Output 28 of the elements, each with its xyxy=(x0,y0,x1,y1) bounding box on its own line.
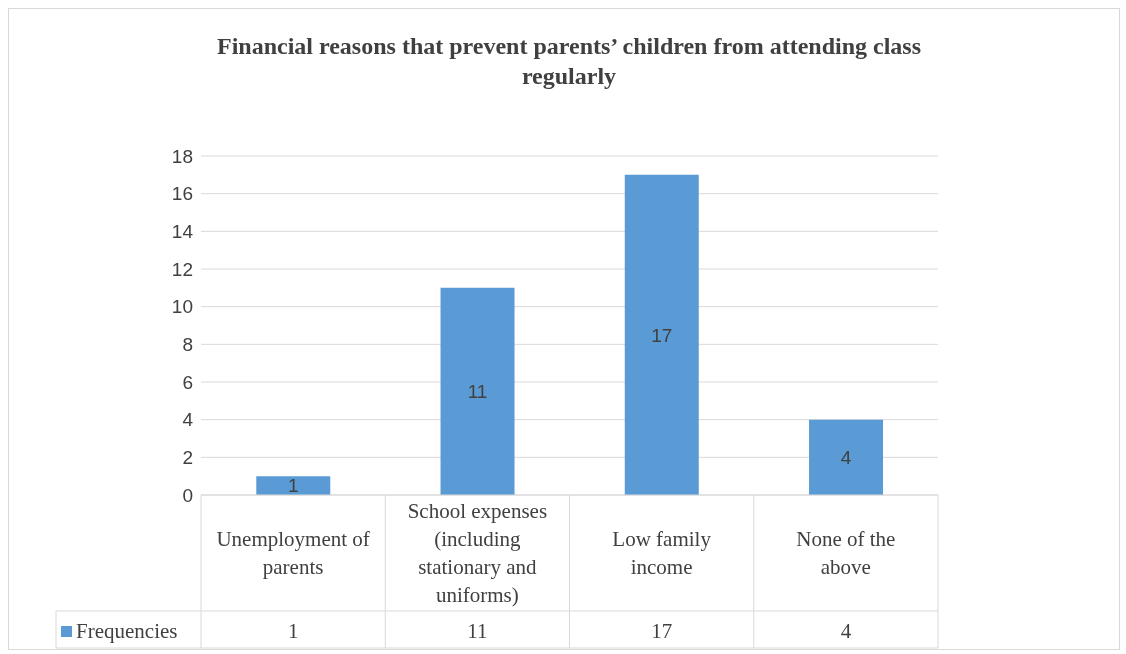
text: 11 xyxy=(467,381,488,403)
y-tick-label: 12 xyxy=(171,258,193,280)
y-tick-label: 14 xyxy=(171,221,194,243)
bar xyxy=(809,419,884,495)
y-tick-label: 6 xyxy=(182,371,193,393)
legend-label: Frequencies xyxy=(76,619,178,644)
text: 1 xyxy=(287,475,299,497)
y-tick-label: 16 xyxy=(171,183,193,205)
bar xyxy=(256,476,331,495)
x-tick-label: None of the above xyxy=(796,527,896,579)
text: 4 xyxy=(840,447,852,469)
y-tick-label: 10 xyxy=(171,296,193,318)
chart-title: Financial reasons that prevent parents’ children from attending class regularly xyxy=(216,32,922,91)
y-tick-label: 18 xyxy=(171,145,193,167)
y-tick-label: 8 xyxy=(182,334,193,356)
data-label: 17 xyxy=(650,619,674,644)
x-tick-label: Low family income xyxy=(612,527,712,579)
x-tick-label: School expenses (including stationary and uniforms) xyxy=(407,499,548,607)
data-label: 4 xyxy=(839,619,853,644)
data-label: 1 xyxy=(286,619,300,644)
bar xyxy=(440,287,515,495)
y-tick-label: 0 xyxy=(182,484,193,506)
y-tick-label: 4 xyxy=(182,409,194,431)
y-tick-label: 2 xyxy=(182,447,193,469)
text: 17 xyxy=(651,324,673,346)
bar xyxy=(624,174,699,495)
x-tick-label: Unemployment of parents xyxy=(216,527,370,579)
data-label: 11 xyxy=(466,619,489,644)
